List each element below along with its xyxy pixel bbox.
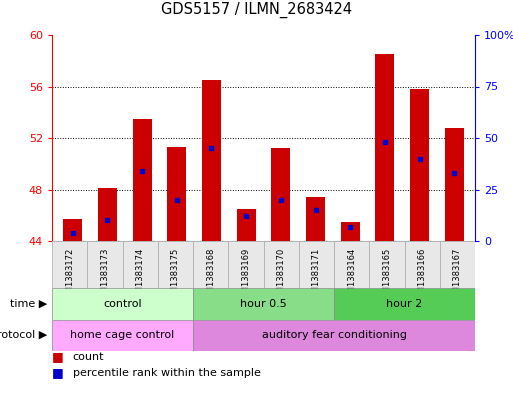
Bar bbox=[445, 128, 464, 241]
Bar bbox=[369, 241, 404, 288]
Text: hour 0.5: hour 0.5 bbox=[240, 299, 287, 309]
Text: GSM1383171: GSM1383171 bbox=[312, 248, 321, 304]
Bar bbox=[236, 209, 255, 241]
Bar bbox=[299, 241, 334, 288]
Bar bbox=[52, 241, 87, 288]
Bar bbox=[87, 241, 123, 288]
Bar bbox=[341, 222, 360, 241]
Text: GSM1383166: GSM1383166 bbox=[418, 248, 427, 305]
Bar bbox=[193, 241, 228, 288]
Bar bbox=[158, 241, 193, 288]
Text: GSM1383168: GSM1383168 bbox=[206, 248, 215, 305]
Text: GDS5157 / ILMN_2683424: GDS5157 / ILMN_2683424 bbox=[161, 2, 352, 18]
Text: GSM1383165: GSM1383165 bbox=[382, 248, 391, 304]
Bar bbox=[63, 219, 83, 241]
Text: GSM1383164: GSM1383164 bbox=[347, 248, 356, 304]
Bar bbox=[193, 288, 334, 320]
Bar bbox=[334, 288, 475, 320]
Text: home cage control: home cage control bbox=[70, 331, 174, 340]
Bar bbox=[334, 241, 369, 288]
Text: GSM1383167: GSM1383167 bbox=[453, 248, 462, 305]
Bar bbox=[306, 197, 325, 241]
Bar bbox=[228, 241, 264, 288]
Bar bbox=[404, 241, 440, 288]
Text: control: control bbox=[103, 299, 142, 309]
Text: time ▶: time ▶ bbox=[10, 299, 47, 309]
Bar bbox=[98, 188, 117, 241]
Text: count: count bbox=[72, 352, 104, 362]
Bar bbox=[410, 89, 429, 241]
Text: GSM1383175: GSM1383175 bbox=[171, 248, 180, 304]
Text: GSM1383170: GSM1383170 bbox=[277, 248, 286, 304]
Bar bbox=[264, 241, 299, 288]
Bar bbox=[440, 241, 475, 288]
Text: hour 2: hour 2 bbox=[386, 299, 423, 309]
Text: percentile rank within the sample: percentile rank within the sample bbox=[72, 368, 261, 378]
Bar bbox=[123, 241, 158, 288]
Text: protocol ▶: protocol ▶ bbox=[0, 331, 47, 340]
Bar bbox=[52, 320, 193, 351]
Text: GSM1383174: GSM1383174 bbox=[135, 248, 145, 304]
Bar bbox=[167, 147, 186, 241]
Bar bbox=[376, 54, 394, 241]
Bar bbox=[193, 320, 475, 351]
Text: auditory fear conditioning: auditory fear conditioning bbox=[262, 331, 406, 340]
Text: GSM1383172: GSM1383172 bbox=[65, 248, 74, 304]
Text: ■: ■ bbox=[52, 351, 64, 364]
Text: ■: ■ bbox=[52, 367, 64, 380]
Bar bbox=[202, 80, 221, 241]
Bar bbox=[52, 288, 193, 320]
Bar bbox=[133, 119, 152, 241]
Text: GSM1383169: GSM1383169 bbox=[242, 248, 250, 304]
Text: GSM1383173: GSM1383173 bbox=[101, 248, 109, 305]
Bar bbox=[271, 148, 290, 241]
